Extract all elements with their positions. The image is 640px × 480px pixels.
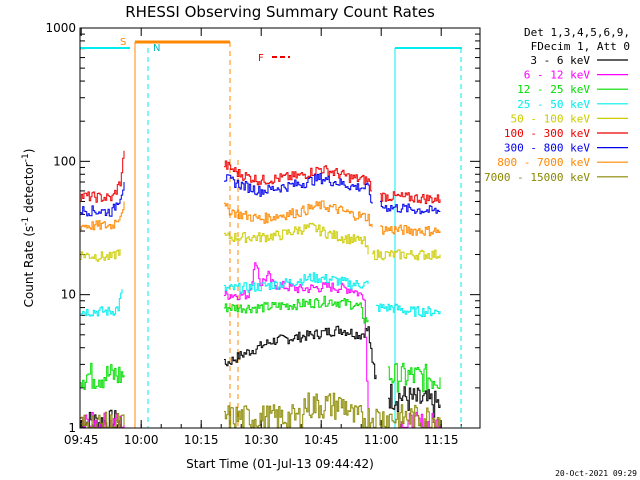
series-line	[80, 182, 125, 217]
legend: Det 1,3,4,5,6,9, FDecim 1, Att 0 3 - 6 k…	[484, 26, 630, 184]
legend-header-line-1: Det 1,3,4,5,6,9,	[524, 26, 630, 39]
x-tick-label: 10:15	[184, 433, 219, 447]
legend-entry-label: 800 - 7000 keV	[497, 156, 590, 169]
legend-entry-label: 3 - 6 keV	[530, 54, 590, 67]
series-line	[224, 392, 441, 428]
legend-entry-label: 7000 - 15000 keV	[484, 171, 590, 184]
series-line	[224, 222, 369, 255]
series-line	[388, 362, 441, 393]
series-line	[376, 303, 441, 318]
y-tick-label: 100	[53, 154, 76, 168]
legend-entry-label: 300 - 800 keV	[504, 142, 590, 155]
series-layer	[80, 150, 441, 428]
x-tick-label: 10:30	[244, 433, 279, 447]
series-line	[388, 383, 441, 418]
plot-area	[80, 40, 462, 428]
legend-header-line-2: FDecim 1, Att 0	[531, 40, 630, 53]
y-tick-label: 10	[61, 288, 76, 302]
y-axis-label: Count Rate (s-1 detector-1)	[21, 149, 36, 308]
plot-frame	[79, 27, 481, 429]
series-line	[80, 289, 123, 317]
x-tick-label: 10:45	[304, 433, 339, 447]
series-line	[80, 362, 125, 390]
legend-entry-label: 100 - 300 keV	[504, 127, 590, 140]
y-tick-label: 1000	[45, 21, 76, 35]
legend-entry-label: 25 - 50 keV	[517, 98, 590, 111]
x-axis-label: Start Time (01-Jul-13 09:44:42)	[186, 457, 374, 471]
series-line	[224, 272, 369, 294]
series-line	[80, 150, 125, 203]
series-line	[372, 249, 441, 261]
chart-title: RHESSI Observing Summary Count Rates	[125, 3, 435, 21]
series-line	[224, 173, 373, 204]
series-line	[224, 160, 372, 192]
series-line	[224, 262, 369, 423]
series-line	[80, 411, 125, 428]
series-line	[224, 200, 373, 228]
series-line	[224, 295, 369, 324]
series-line	[380, 191, 441, 205]
series-line	[380, 224, 441, 237]
timestamp: 20-Oct-2021 09:29	[555, 469, 637, 478]
series-line	[380, 200, 441, 215]
axis-ticks: 09:45 10:00 10:15 10:30 10:45 11:00 11:15 1 10 10…	[45, 21, 480, 447]
night-flag-label: N	[153, 43, 160, 54]
series-line	[224, 325, 377, 380]
flare-flag-label: F	[258, 53, 264, 64]
legend-entry-label: 6 - 12 keV	[524, 69, 591, 82]
legend-entry-label: 12 - 25 keV	[517, 83, 590, 96]
x-tick-label: 09:45	[64, 433, 99, 447]
x-tick-label: 11:00	[364, 433, 399, 447]
series-line	[80, 249, 121, 262]
y-tick-label: 1	[68, 421, 76, 435]
series-line	[80, 201, 125, 231]
legend-entry-label: 50 - 100 keV	[511, 112, 591, 125]
x-tick-label: 10:00	[124, 433, 159, 447]
saa-flag-label: S	[120, 37, 126, 48]
x-tick-label: 11:15	[424, 433, 459, 447]
